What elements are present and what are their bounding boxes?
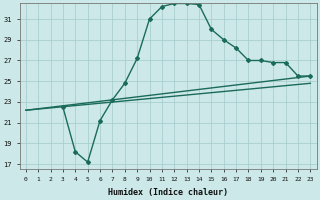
X-axis label: Humidex (Indice chaleur): Humidex (Indice chaleur) [108, 188, 228, 197]
